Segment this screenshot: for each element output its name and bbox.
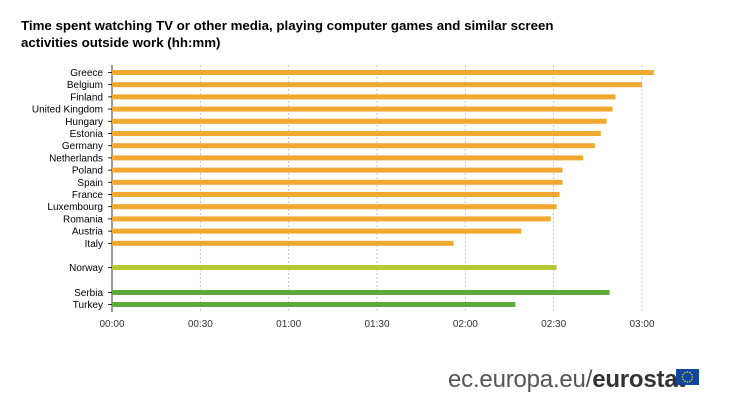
flag-star xyxy=(691,378,693,381)
category-label: Netherlands xyxy=(49,153,103,164)
x-tick-label: 02:30 xyxy=(541,319,566,330)
category-label: France xyxy=(72,190,104,201)
flag-star xyxy=(686,381,689,383)
bar-serbia xyxy=(112,290,610,295)
category-label: Poland xyxy=(72,166,103,177)
category-label: Turkey xyxy=(73,300,103,311)
category-label: United Kingdom xyxy=(32,105,103,116)
x-tick-label: 00:30 xyxy=(188,319,213,330)
category-label: Greece xyxy=(70,68,103,79)
category-label: Finland xyxy=(70,92,103,103)
eu-flag-icon xyxy=(676,369,699,385)
flag-star xyxy=(682,373,684,376)
flag-star xyxy=(681,376,684,378)
category-label: Hungary xyxy=(65,117,103,128)
bar-united-kingdom xyxy=(112,106,613,112)
flag-star xyxy=(682,378,684,381)
category-label: Belgium xyxy=(67,80,103,91)
category-label: Romania xyxy=(63,214,103,225)
category-label: Norway xyxy=(69,263,103,274)
flag-star xyxy=(684,371,686,374)
bar-netherlands xyxy=(112,155,584,161)
bar-greece xyxy=(112,70,654,75)
category-label: Austria xyxy=(72,227,104,238)
category-label: Luxembourg xyxy=(47,202,103,213)
bar-luxembourg xyxy=(112,204,557,210)
bar-germany xyxy=(112,143,595,149)
chart-title: Time spent watching TV or other media, p… xyxy=(21,18,554,50)
x-tick-label: 01:30 xyxy=(364,319,389,330)
category-label: Estonia xyxy=(70,129,104,140)
flag-star xyxy=(691,376,694,378)
footer-brand: eurostat xyxy=(592,366,686,393)
bar-italy xyxy=(112,240,454,246)
category-label: Germany xyxy=(62,141,103,152)
x-tick-label: 01:00 xyxy=(276,319,301,330)
bar-romania xyxy=(112,216,551,222)
x-tick-label: 00:00 xyxy=(99,319,124,330)
flag-star xyxy=(689,371,691,374)
category-label: Italy xyxy=(85,239,103,250)
flag-star xyxy=(689,380,691,383)
bar-finland xyxy=(112,94,616,100)
bar-belgium xyxy=(112,82,642,88)
category-label: Serbia xyxy=(74,288,103,299)
bar-turkey xyxy=(112,302,516,307)
x-tick-label: 02:00 xyxy=(453,319,478,330)
bar-poland xyxy=(112,167,563,173)
bar-norway xyxy=(112,265,557,270)
bar-spain xyxy=(112,179,563,185)
flag-star xyxy=(686,371,689,373)
category-label: Spain xyxy=(77,178,103,189)
flag-star xyxy=(691,373,693,376)
bar-austria xyxy=(112,228,522,234)
bar-france xyxy=(112,192,560,197)
eurostat-footer[interactable]: ec.europa.eu/eurostat xyxy=(448,366,685,394)
x-tick-label: 03:00 xyxy=(629,319,654,330)
bar-estonia xyxy=(112,131,601,136)
footer-site: ec.europa.eu/ xyxy=(448,366,593,393)
bar-hungary xyxy=(112,118,607,124)
flag-star xyxy=(684,380,686,383)
